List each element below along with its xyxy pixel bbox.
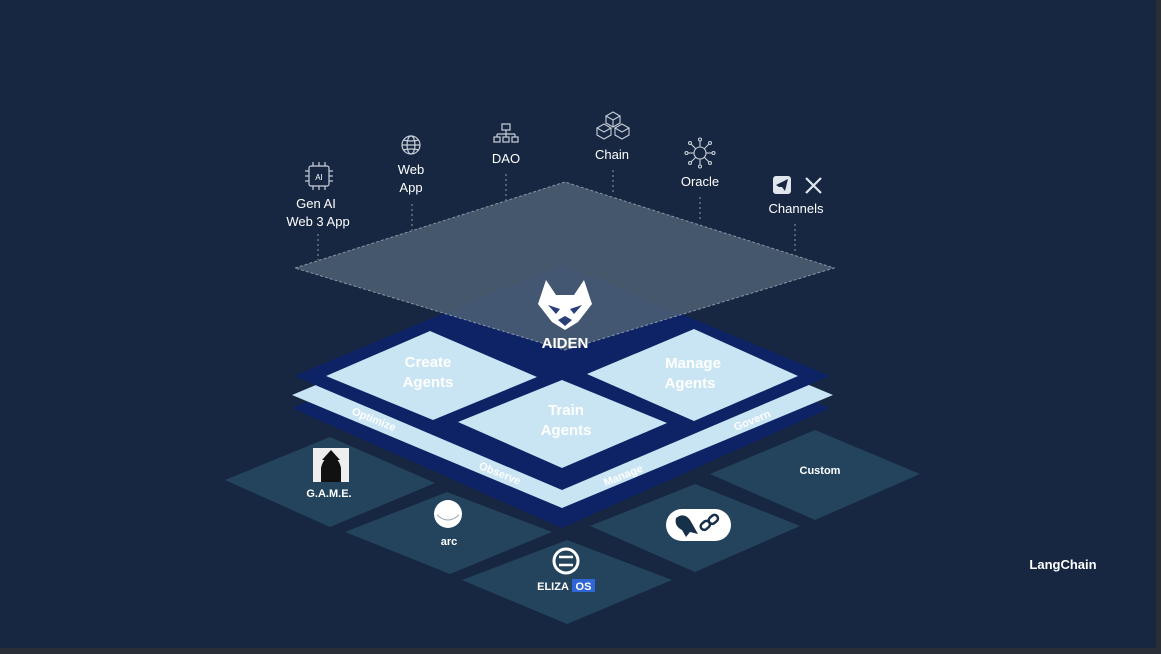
telegram-icon: [773, 176, 791, 194]
core-platform: [292, 264, 833, 528]
fox-logo-icon: [538, 280, 592, 330]
gen-ai-label-line1: Gen AI: [296, 196, 336, 211]
web-app-label-line2: App: [399, 180, 422, 195]
item-chain: Chain: [595, 111, 631, 162]
connector-lines: [317, 170, 796, 260]
game-avatar-icon: [313, 448, 349, 482]
x-icon: [805, 177, 822, 194]
aiden-brand: AIDEN: [538, 280, 592, 352]
tile-create-agents: [326, 331, 537, 420]
framework-custom: Custom: [800, 465, 841, 477]
eliza-logo-icon: [552, 547, 580, 575]
tile-custom: [710, 430, 920, 520]
top-plane: [293, 181, 836, 351]
item-web-app: Web App: [398, 135, 425, 195]
langchain-label: LangChain: [1029, 557, 1096, 572]
network-hub-icon: [684, 137, 716, 169]
eliza-os-label: OS: [576, 581, 592, 593]
web-app-label-line1: Web: [398, 162, 425, 177]
ai-chip-icon: [305, 162, 333, 190]
game-label: G.A.M.E.: [306, 488, 351, 500]
train-agents-line2: Agents: [541, 422, 592, 439]
tile-manage-agents: [587, 329, 798, 421]
item-oracle: Oracle: [681, 137, 719, 189]
eliza-label: ELIZA: [537, 581, 569, 593]
framework-game: G.A.M.E.: [306, 448, 352, 500]
ai-chip-badge: AI: [315, 173, 323, 182]
chain-label: Chain: [595, 147, 629, 162]
train-agents-line1: Train: [548, 402, 584, 419]
tile-eliza: [462, 540, 672, 624]
aiden-label: AIDEN: [542, 335, 589, 352]
framework-langchain: [666, 509, 731, 541]
dao-label: DAO: [492, 151, 520, 166]
parrot-chain-icon: [666, 509, 731, 541]
framework-eliza: ELIZA OS: [537, 547, 595, 593]
item-dao: DAO: [492, 123, 520, 166]
create-agents-line1: Create: [405, 354, 452, 371]
framework-arc: arc: [434, 500, 462, 548]
manage-agents-line1: Manage: [665, 355, 721, 372]
core-labels: Create Agents Manage Agents Train Agents: [403, 354, 721, 439]
eliza-os-badge: [572, 579, 595, 592]
gen-ai-label-line2: Web 3 App: [286, 214, 349, 229]
blocks-icon: [595, 111, 631, 140]
item-channels: Channels: [769, 176, 824, 216]
item-gen-ai: AI Gen AI Web 3 App: [286, 162, 350, 229]
oracle-label: Oracle: [681, 174, 719, 189]
tile-train-agents: [458, 380, 667, 468]
arc-logo-icon: [434, 500, 462, 528]
org-chart-icon: [493, 123, 519, 143]
globe-icon: [401, 135, 421, 155]
tile-arc: [345, 492, 552, 574]
custom-label: Custom: [800, 465, 841, 477]
create-agents-line2: Agents: [403, 374, 454, 391]
channels-label: Channels: [769, 201, 824, 216]
manage-agents-line2: Agents: [665, 375, 716, 392]
arc-label: arc: [441, 536, 458, 548]
navy-top-plate: [294, 264, 830, 490]
